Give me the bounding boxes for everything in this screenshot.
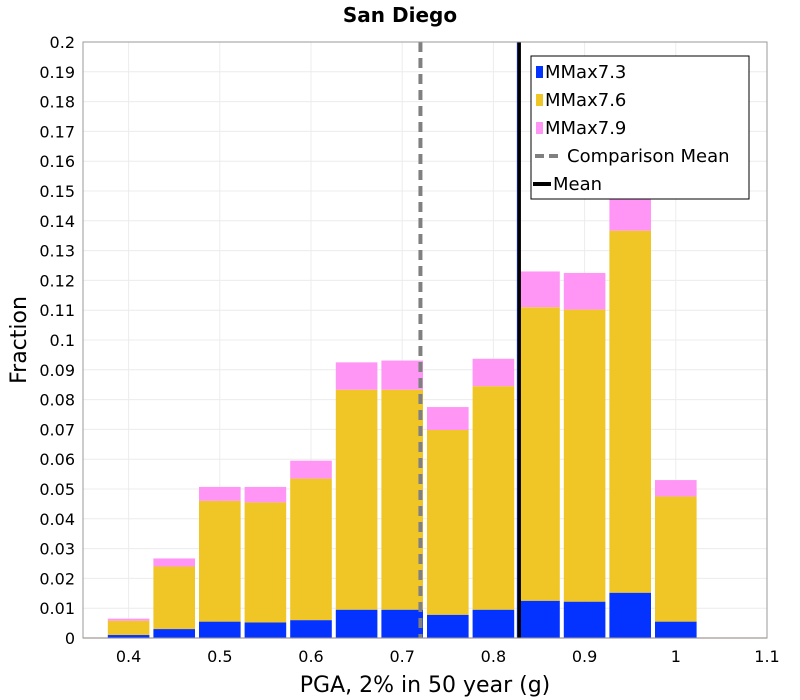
bar-mmax7-3 [518, 600, 560, 638]
x-tick-label: 0.4 [116, 647, 141, 666]
y-tick-label: 0.16 [39, 152, 75, 171]
legend-box [530, 55, 750, 200]
x-tick-label: 0.5 [207, 647, 232, 666]
bar-mmax7-3 [655, 621, 697, 638]
legend-label: MMax7.3 [545, 62, 626, 83]
bar-mmax7-3 [153, 629, 195, 638]
chart-title: San Diego [343, 3, 457, 27]
bar-mmax7-6 [427, 429, 469, 615]
bar-mmax7-9 [153, 558, 195, 567]
legend-swatch [536, 122, 543, 134]
x-tick-label: 0.6 [298, 647, 323, 666]
y-tick-label: 0.04 [39, 510, 75, 529]
bar-mmax7-3 [244, 622, 287, 638]
bar-mmax7-9 [427, 407, 469, 430]
legend-label: Comparison Mean [567, 146, 730, 167]
x-axis-title: PGA, 2% in 50 year (g) [300, 673, 551, 698]
bar-mmax7-3 [290, 620, 332, 638]
bar-mmax7-3 [472, 609, 515, 638]
bar-mmax7-9 [381, 360, 423, 390]
legend: MMax7.3 MMax7.6 MMax7.9 Comparison Mean Mean [530, 55, 750, 200]
x-tick-label: 0.9 [572, 647, 597, 666]
bar-mmax7-6 [609, 230, 651, 593]
y-tick-label: 0.07 [39, 420, 75, 439]
y-tick-label: 0.01 [39, 599, 75, 618]
bar-mmax7-9 [199, 486, 241, 501]
bars [107, 184, 697, 638]
plot-frame [82, 41, 768, 639]
bar-mmax7-9 [244, 486, 287, 503]
bar-mmax7-9 [335, 362, 378, 390]
bar-mmax7-9 [107, 618, 150, 621]
y-tick-label: 0.2 [50, 33, 75, 52]
bar-mmax7-3 [563, 601, 606, 638]
y-tick-label: 0.02 [39, 569, 75, 588]
y-tick-label: 0.03 [39, 540, 75, 559]
y-tick-label: 0.11 [39, 301, 75, 320]
bar-mmax7-9 [563, 272, 606, 310]
x-tick-label: 0.8 [481, 647, 506, 666]
y-tick-label: 0.12 [39, 271, 75, 290]
bar-mmax7-3 [381, 609, 423, 638]
bar-mmax7-3 [199, 621, 241, 638]
mean-lines [418, 42, 521, 638]
bar-mmax7-3 [107, 635, 150, 638]
bar-mmax7-6 [153, 566, 195, 630]
legend-swatch [536, 94, 543, 106]
bar-mmax7-6 [244, 502, 287, 623]
bar-mmax7-9 [655, 480, 697, 497]
y-tick-label: 0.18 [39, 93, 75, 112]
legend-swatch [536, 66, 543, 78]
legend-label: MMax7.6 [545, 90, 626, 111]
bar-mmax7-6 [335, 389, 378, 610]
bar-mmax7-9 [472, 358, 515, 387]
y-tick-label: 0.08 [39, 391, 75, 410]
y-axis-title: Fraction [7, 296, 32, 384]
y-tick-label: 0.19 [39, 63, 75, 82]
bar-mmax7-6 [107, 620, 150, 636]
y-tick-label: 0.1 [50, 331, 75, 350]
bar-mmax7-6 [655, 496, 697, 622]
bar-mmax7-3 [427, 614, 469, 638]
bar-mmax7-6 [290, 478, 332, 621]
y-tick-label: 0 [65, 629, 75, 648]
y-tick-label: 0.15 [39, 182, 75, 201]
y-tick-label: 0.14 [39, 212, 75, 231]
x-tick-label: 1.1 [754, 647, 779, 666]
bar-mmax7-6 [199, 500, 241, 622]
bar-mmax7-9 [290, 460, 332, 479]
bar-mmax7-3 [335, 609, 378, 638]
x-axis-ticks: 0.4 0.5 0.6 0.7 0.8 0.9 1 1.1 [116, 647, 780, 666]
legend-label: Mean [553, 174, 602, 195]
bar-mmax7-6 [472, 386, 515, 610]
y-tick-label: 0.06 [39, 450, 75, 469]
y-tick-label: 0.05 [39, 480, 75, 499]
x-tick-label: 1 [671, 647, 681, 666]
x-tick-label: 0.7 [389, 647, 414, 666]
bar-mmax7-6 [381, 389, 423, 610]
bar-mmax7-9 [518, 271, 560, 308]
bar-mmax7-6 [563, 309, 606, 602]
y-tick-label: 0.09 [39, 361, 75, 380]
bar-mmax7-6 [518, 307, 560, 601]
y-axis-ticks: 0 0.01 0.02 0.03 0.04 0.05 0.06 0.07 0.08 0.09 0.1… [39, 33, 75, 648]
bar-mmax7-3 [609, 592, 651, 638]
legend-label: MMax7.9 [545, 118, 626, 139]
y-tick-label: 0.13 [39, 242, 75, 261]
y-tick-label: 0.17 [39, 122, 75, 141]
